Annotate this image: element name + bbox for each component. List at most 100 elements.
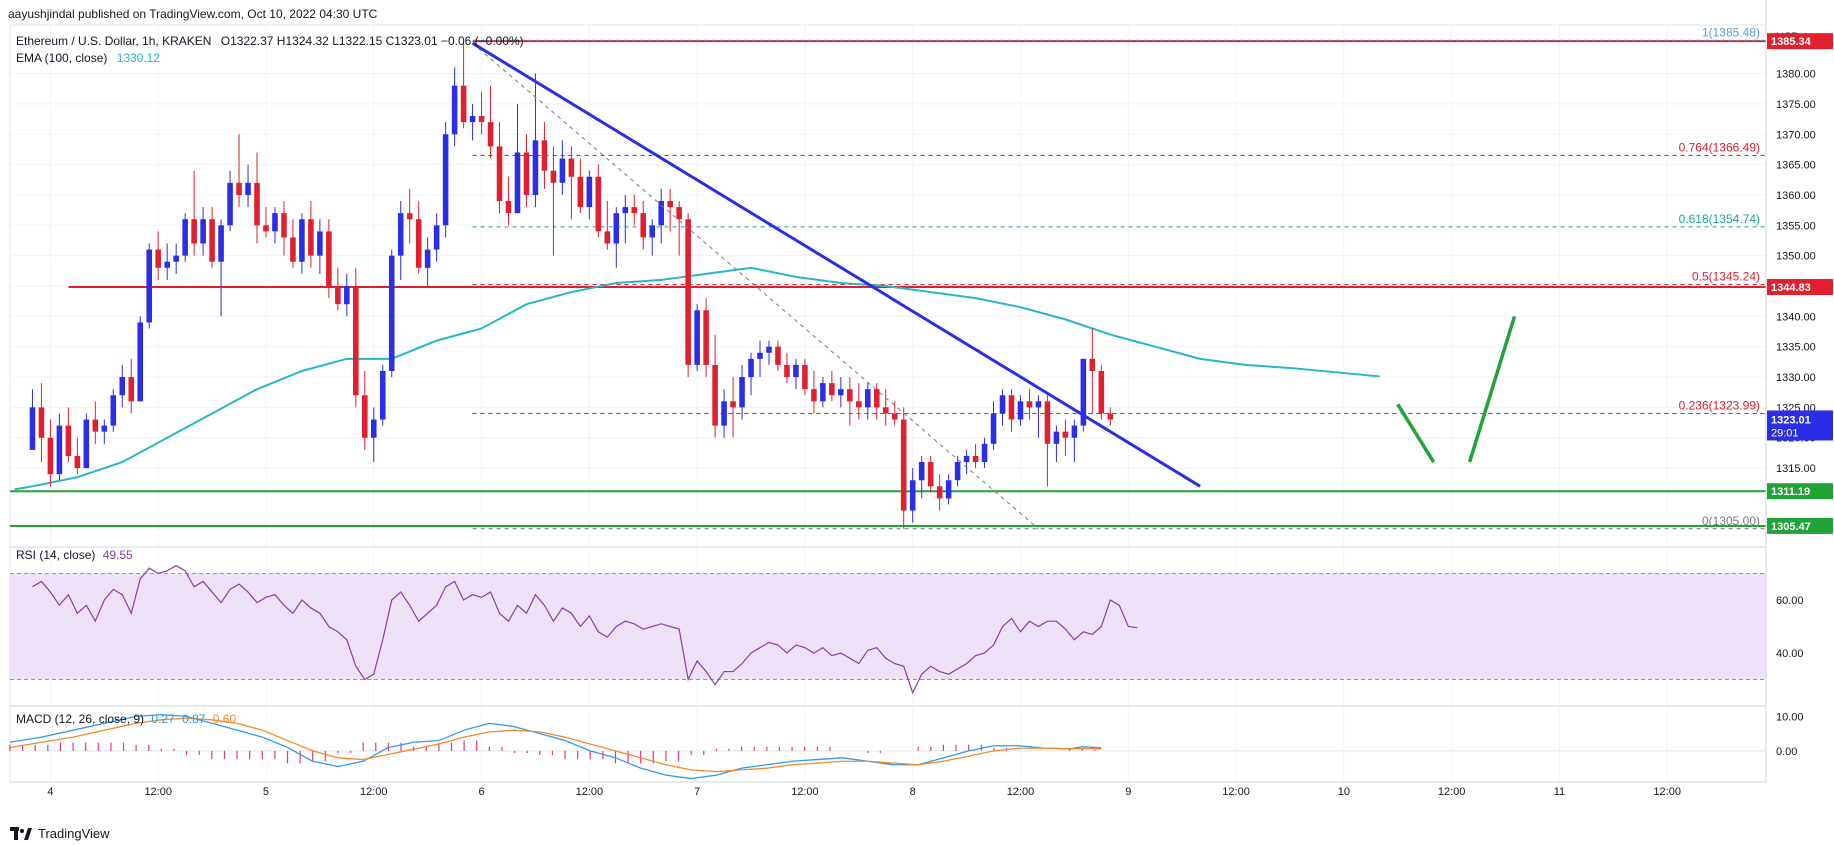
candle [667,188,673,232]
price-tick-label: 1365.00 [1776,160,1816,172]
candle-body [344,286,350,305]
symbol-title[interactable]: Ethereum / U.S. Dollar, 1h, KRAKEN [16,34,212,48]
candle [56,413,63,481]
bearish-trendline [471,41,1201,488]
macd-legend[interactable]: MACD (12, 26, close, 9) 0.27 0.87 0.60 [16,712,236,726]
candle [1089,328,1096,414]
macd-tick-label: 0.00 [1776,746,1797,758]
candle [370,407,377,463]
trendlines [471,41,1201,530]
candle [793,358,799,390]
candle-body [685,219,691,365]
ema-legend[interactable]: EMA (100, close) 1330.12 [16,51,160,65]
ema-100-line [14,266,1380,491]
candle [74,437,81,475]
candle-body [164,261,170,268]
candle-body [613,213,620,244]
candle-body [128,377,135,402]
candle [442,122,449,238]
candle-body [945,480,952,499]
candle-body [433,225,440,250]
candle [730,377,736,438]
tradingview-logo-icon [10,826,32,840]
candle-body [353,286,359,396]
candle [379,364,386,426]
candle [505,176,512,226]
candle-body [1098,370,1105,414]
candle [568,146,575,220]
candle-body [757,352,763,359]
candle-body [299,219,305,262]
fibonacci-levels: 1(1385.48) 0.764(1366.49) 0.618(1354.74) 0.… [472,25,1766,530]
horizontal-levels [10,40,1766,527]
candle [514,103,521,214]
candle-body [847,389,853,402]
candle-body [505,201,512,214]
candle [1044,395,1051,487]
candle-body [649,225,656,238]
candle-body [56,425,63,475]
candle-body [963,455,970,463]
price-tick-label: 1370.00 [1776,129,1816,141]
candle-body [999,395,1006,414]
candle-body [496,146,503,202]
candle [1017,395,1024,426]
candle-body [909,480,916,511]
symbol-line: Ethereum / U.S. Dollar, 1h, KRAKEN O1322… [16,34,524,48]
time-tick-label: 12:00 [1222,786,1250,798]
candle-body [83,419,90,469]
candle-body [487,122,494,147]
candle [954,455,961,487]
candle [550,146,557,256]
brand-name[interactable]: TradingView [38,826,110,841]
price-tick-label: 1340.00 [1776,311,1816,323]
candle [1008,389,1015,432]
candle-body [820,383,826,402]
candle-body [209,219,215,262]
candle [703,298,709,378]
candle-body [406,213,413,220]
candle [146,243,153,329]
candle [685,213,691,378]
time-tick-label: 11 [1554,786,1565,798]
candle-body [442,134,449,226]
candle [119,364,126,408]
level-price-label: 1311.19 [1771,486,1810,498]
candle [164,243,170,280]
candle [236,134,242,208]
candle [362,370,368,450]
candle-body [1008,395,1015,420]
candle-body [586,176,593,208]
candle [155,231,161,280]
candle [927,455,934,493]
candle [981,437,988,469]
candle [137,316,144,402]
candle [92,401,99,444]
candle [281,201,287,256]
candle-body [577,176,584,208]
candle [245,164,251,208]
candle-body [227,182,233,226]
candle-body [568,158,575,177]
candle-body [326,231,332,286]
candle-body [272,213,278,232]
macd-pane [9,713,1766,780]
rsi-legend[interactable]: RSI (14, close) 49.55 [16,548,133,562]
fib-label: 0.764(1366.49) [1679,141,1760,155]
candle [83,413,90,469]
candle [1026,389,1033,420]
candle [128,358,135,414]
candle [191,170,197,256]
candle [613,207,620,268]
candle-body [954,462,961,481]
time-tick-label: 8 [910,786,916,798]
candle-body [559,158,566,183]
candle-body [882,407,889,414]
candle-body [775,346,781,365]
price-axis: USD1315.001320.001325.001330.001335.0013… [1765,0,1833,782]
candle-body [263,225,269,232]
candle-body [891,413,898,420]
price-tick-label: 1375.00 [1776,99,1816,111]
candle-body [146,249,153,323]
last-price-value: 1323.01 [1771,414,1811,426]
